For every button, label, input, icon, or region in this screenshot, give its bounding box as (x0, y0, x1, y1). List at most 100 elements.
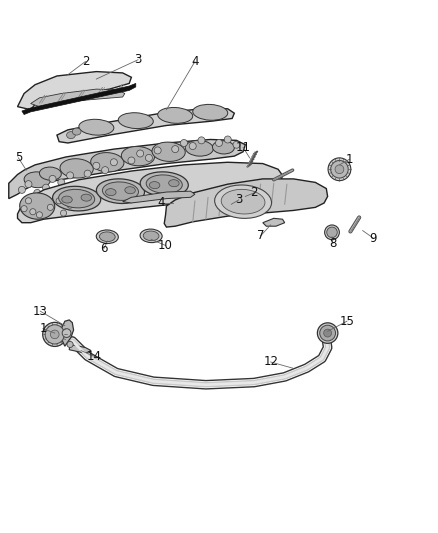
Circle shape (189, 142, 196, 150)
Circle shape (327, 227, 337, 238)
Circle shape (30, 209, 36, 215)
Text: 7: 7 (257, 229, 265, 243)
Circle shape (172, 146, 179, 152)
Text: 14: 14 (87, 350, 102, 363)
Ellipse shape (39, 167, 61, 180)
Circle shape (21, 206, 27, 212)
Circle shape (110, 159, 117, 166)
Circle shape (49, 175, 56, 182)
Polygon shape (164, 179, 328, 227)
Circle shape (224, 136, 231, 143)
Circle shape (56, 198, 62, 204)
Text: 4: 4 (191, 55, 199, 68)
Circle shape (45, 325, 64, 344)
Circle shape (36, 212, 42, 218)
Ellipse shape (91, 152, 124, 172)
Circle shape (50, 330, 59, 339)
Circle shape (62, 329, 71, 337)
Circle shape (198, 137, 205, 144)
Text: 15: 15 (339, 315, 354, 328)
Polygon shape (18, 71, 131, 110)
Circle shape (47, 204, 53, 211)
Circle shape (42, 184, 49, 191)
Ellipse shape (99, 232, 115, 241)
Ellipse shape (20, 193, 55, 219)
Ellipse shape (146, 175, 182, 193)
Circle shape (324, 329, 332, 337)
Polygon shape (31, 89, 125, 107)
Polygon shape (9, 140, 245, 199)
Text: 12: 12 (263, 356, 278, 368)
Ellipse shape (60, 159, 93, 178)
Polygon shape (60, 320, 74, 346)
Ellipse shape (140, 229, 162, 243)
Ellipse shape (140, 172, 188, 197)
Ellipse shape (96, 179, 145, 204)
Ellipse shape (149, 182, 160, 189)
Ellipse shape (212, 141, 234, 154)
Text: 11: 11 (236, 141, 251, 154)
Text: 3: 3 (134, 53, 141, 66)
Circle shape (318, 323, 338, 343)
Polygon shape (123, 191, 195, 203)
Ellipse shape (102, 182, 138, 200)
Polygon shape (69, 344, 91, 353)
Circle shape (67, 202, 73, 208)
Text: 1: 1 (346, 152, 353, 166)
Circle shape (18, 187, 25, 193)
Ellipse shape (81, 194, 92, 201)
Ellipse shape (24, 172, 50, 188)
Circle shape (60, 210, 67, 216)
Circle shape (34, 189, 41, 197)
Circle shape (331, 160, 348, 178)
Circle shape (84, 170, 91, 177)
Text: 3: 3 (235, 193, 242, 206)
Ellipse shape (125, 187, 135, 193)
Text: 2: 2 (81, 55, 89, 68)
Ellipse shape (158, 108, 193, 123)
Ellipse shape (79, 119, 114, 135)
Ellipse shape (185, 140, 213, 156)
Text: 1: 1 (39, 322, 47, 335)
Circle shape (102, 167, 109, 174)
Ellipse shape (62, 196, 72, 203)
Circle shape (93, 162, 100, 169)
Text: 9: 9 (369, 231, 377, 245)
Circle shape (154, 147, 161, 154)
Ellipse shape (152, 142, 185, 161)
Circle shape (328, 158, 351, 181)
Circle shape (67, 342, 73, 348)
Ellipse shape (215, 185, 272, 219)
Circle shape (25, 198, 32, 204)
Ellipse shape (59, 189, 95, 208)
Circle shape (325, 225, 339, 240)
Text: 6: 6 (100, 241, 108, 255)
Ellipse shape (118, 112, 153, 128)
Circle shape (58, 179, 65, 186)
Text: 13: 13 (33, 305, 48, 318)
Text: 4: 4 (157, 197, 165, 209)
Ellipse shape (106, 189, 116, 196)
Ellipse shape (53, 187, 101, 211)
Ellipse shape (96, 230, 118, 244)
Circle shape (128, 157, 135, 164)
Circle shape (233, 141, 240, 148)
Text: 5: 5 (15, 151, 22, 164)
Ellipse shape (67, 132, 75, 139)
Polygon shape (22, 84, 136, 115)
Circle shape (335, 165, 344, 174)
Ellipse shape (72, 128, 81, 135)
Ellipse shape (169, 180, 179, 187)
Text: 10: 10 (158, 239, 173, 252)
Polygon shape (57, 108, 234, 143)
Ellipse shape (143, 231, 159, 241)
Circle shape (25, 181, 32, 188)
Circle shape (180, 140, 187, 147)
Ellipse shape (193, 104, 228, 120)
Circle shape (320, 325, 336, 341)
Circle shape (42, 322, 67, 346)
Text: 8: 8 (329, 237, 336, 250)
Circle shape (67, 172, 74, 179)
Circle shape (215, 140, 223, 147)
Text: 2: 2 (250, 187, 258, 199)
